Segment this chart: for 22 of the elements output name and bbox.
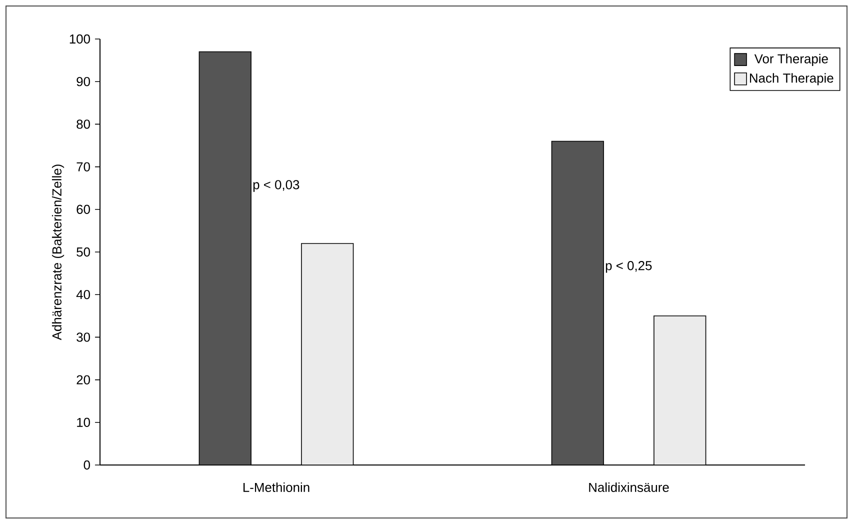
y-tick-label: 100: [70, 34, 90, 44]
y-tick-label: 20: [76, 375, 90, 384]
bar: [301, 243, 354, 465]
x-tick-label: L-Methionin: [243, 482, 310, 492]
y-tick-label: 80: [76, 120, 90, 129]
annotation: p < 0,25: [606, 261, 652, 273]
bar: [654, 316, 706, 465]
bar: [198, 51, 252, 465]
y-tick-label: 0: [84, 460, 90, 470]
y-tick-label: 30: [76, 332, 90, 342]
legend-label: Nach Therapie: [750, 73, 834, 86]
y-tick-label: 10: [77, 418, 90, 427]
annotation: p < 0,03: [253, 180, 300, 192]
x-tick-label: Nalidixinsäure: [589, 482, 669, 492]
y-axis-title: Adhärenzrate (Bakterien/Zelle): [52, 164, 64, 340]
y-tick-label: 90: [76, 77, 90, 86]
y-tick-label: 70: [76, 162, 90, 172]
bar: [551, 140, 604, 465]
legend-label: Vor Therapie: [754, 54, 828, 66]
y-tick-label: 60: [76, 204, 90, 214]
y-tick-label: 50: [76, 247, 90, 257]
y-tick-label: 40: [76, 290, 90, 300]
